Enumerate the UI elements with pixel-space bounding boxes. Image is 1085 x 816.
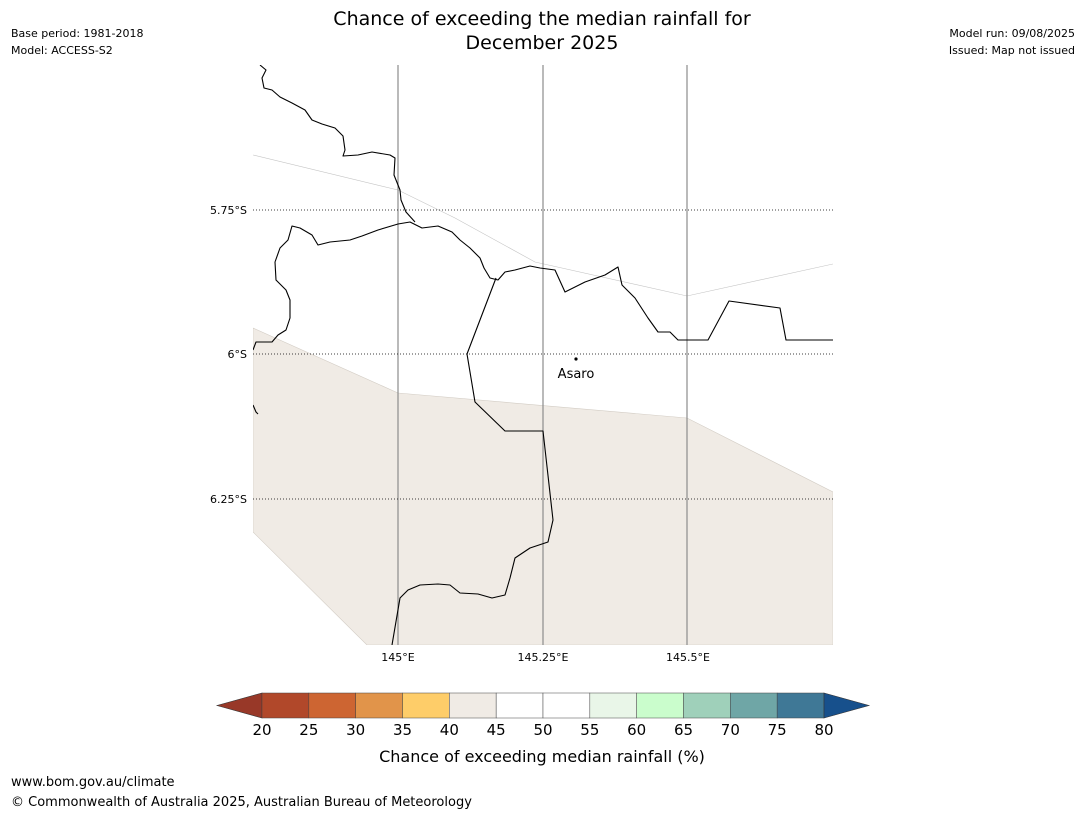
colorbar-tick-label: 35 [393, 721, 412, 739]
colorbar-cells [261, 692, 825, 719]
lon-label-145-5e: 145.5°E [666, 651, 710, 664]
colorbar-tick-label: 25 [299, 721, 318, 739]
map-title-line1: Chance of exceeding the median rainfall … [333, 8, 751, 30]
colorbar-ticks: 20 25 30 35 40 45 50 55 60 65 70 75 80 [252, 721, 833, 739]
town-label: Asaro [558, 367, 595, 382]
colorbar-tick-label: 30 [346, 721, 365, 739]
map-title: Chance of exceeding the median rainfall … [242, 7, 842, 55]
map-area [253, 65, 833, 645]
colorbar-cell-35-40 [402, 692, 450, 719]
colorbar-over-triangle [823, 692, 871, 719]
boundary-western-lobe [253, 261, 291, 351]
colorbar-cell-50-55 [542, 692, 591, 719]
issued-label: Issued: Map not issued [948, 44, 1075, 57]
lat-label-6-25s: 6.25°S [210, 493, 247, 506]
colorbar-under-triangle [215, 692, 263, 719]
colorbar-tick-label: 65 [674, 721, 693, 739]
boundary-north-branch [259, 65, 416, 223]
colorbar-tick-label: 40 [440, 721, 459, 739]
model-label: Model: ACCESS-S2 [11, 44, 113, 57]
colorbar-cell-45-50 [495, 692, 544, 719]
map-title-line2: December 2025 [465, 32, 619, 54]
colorbar-cell-75-80 [776, 692, 825, 719]
lon-label-145e: 145°E [381, 651, 414, 664]
colorbar: 20 25 30 35 40 45 50 55 60 65 70 75 80 Chance of exc… [215, 692, 871, 766]
colorbar-cell-20-25 [261, 692, 310, 719]
colorbar-tick-label: 70 [721, 721, 740, 739]
province-boundaries [253, 65, 833, 645]
lat-label-6s: 6°S [228, 348, 247, 361]
colorbar-cell-25-30 [308, 692, 356, 719]
town-marker-dot [574, 357, 578, 361]
boundary-western-stub [253, 404, 259, 415]
colorbar-tick-label: 50 [533, 721, 552, 739]
colorbar-cell-65-70 [683, 692, 731, 719]
colorbar-cell-40-45 [449, 692, 497, 719]
colorbar-cell-70-75 [730, 692, 778, 719]
boundary-central-south [391, 277, 554, 645]
boundary-central-ridge [274, 221, 833, 341]
colorbar-cell-55-60 [589, 692, 637, 719]
metadata-right: Model run: 09/08/2025 Issued: Map not is… [949, 25, 1075, 59]
colorbar-tick-label: 75 [768, 721, 787, 739]
lon-label-145-25e: 145.25°E [518, 651, 569, 664]
colorbar-tick-label: 80 [814, 721, 833, 739]
colorbar-tick-label: 60 [627, 721, 646, 739]
colorbar-cell-60-65 [636, 692, 684, 719]
colorbar-tick-label: 20 [252, 721, 271, 739]
base-period-label: Base period: 1981-2018 [11, 27, 144, 40]
model-run-label: Model run: 09/08/2025 [949, 27, 1075, 40]
lat-label-5-75s: 5.75°S [210, 204, 247, 217]
boundary-line-north [253, 154, 833, 297]
colorbar-tick-label: 45 [487, 721, 506, 739]
colorbar-cell-30-35 [355, 692, 403, 719]
colorbar-label: Chance of exceeding median rainfall (%) [379, 747, 705, 766]
colorbar-tick-label: 55 [580, 721, 599, 739]
footer-url: www.bom.gov.au/climate [11, 775, 175, 790]
metadata-left: Base period: 1981-2018 Model: ACCESS-S2 [11, 25, 143, 59]
footer-copyright: © Commonwealth of Australia 2025, Austra… [11, 795, 472, 810]
